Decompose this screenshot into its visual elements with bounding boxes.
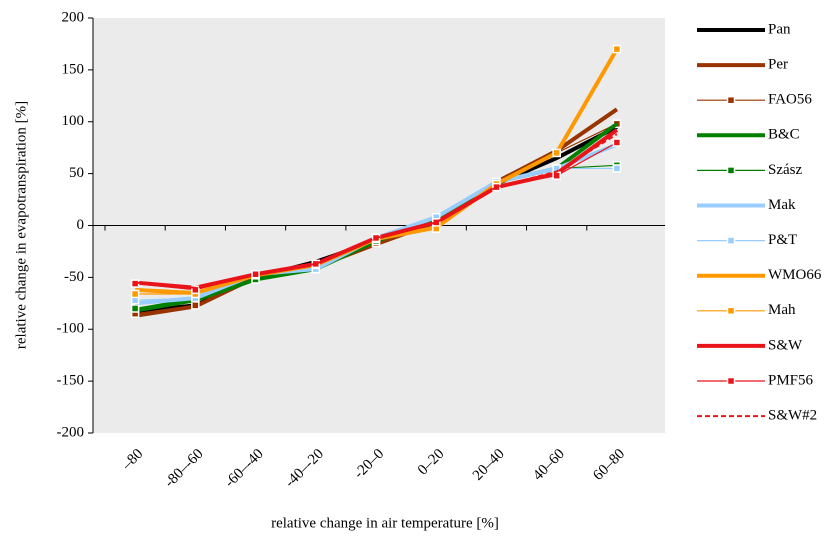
- marker: [612, 44, 622, 54]
- legend-label: PMF56: [768, 372, 814, 388]
- y-tick-label: -100: [57, 321, 85, 337]
- x-tick-label: –80: [118, 446, 146, 474]
- x-tick-label: -20–0: [351, 446, 387, 482]
- marker: [612, 164, 622, 173]
- x-tick-label: 40–60: [530, 446, 568, 484]
- y-tick-label: -150: [57, 373, 85, 389]
- legend-marker: [726, 306, 736, 316]
- x-tick-label: 20–40: [470, 446, 508, 484]
- legend-label: WMO66: [768, 267, 822, 283]
- legend-label: FAO56: [768, 92, 812, 108]
- legend-marker: [726, 236, 736, 245]
- y-tick-label: 200: [62, 9, 85, 25]
- legend-label: Pan: [768, 21, 791, 37]
- legend-label: Mah: [768, 302, 796, 318]
- legend-label: S&W: [768, 337, 803, 353]
- marker: [130, 304, 140, 313]
- series-line: [135, 133, 618, 289]
- legend-label: Mak: [768, 197, 796, 213]
- legend-label: P&T: [768, 232, 797, 248]
- x-tick-label: 0–20: [415, 446, 448, 479]
- marker: [191, 301, 200, 310]
- y-tick-label: -50: [64, 269, 84, 285]
- legend-label: Per: [768, 57, 788, 73]
- x-axis-label: relative change in air temperature [%]: [271, 515, 499, 531]
- legend-label: S&W#2: [768, 408, 817, 424]
- marker: [612, 138, 622, 147]
- y-tick-label: -200: [57, 424, 85, 440]
- marker: [552, 148, 561, 158]
- legend-label: B&C: [768, 127, 800, 143]
- x-tick-label: -40–-20: [282, 446, 327, 491]
- y-axis-label: relative change in evapotranspiration [%…: [13, 101, 29, 349]
- y-tick-label: 150: [62, 61, 85, 77]
- y-tick-label: 0: [77, 217, 85, 233]
- x-tick-label: 60–80: [590, 446, 628, 484]
- y-tick-label: 50: [69, 165, 84, 181]
- marker: [552, 171, 561, 180]
- legend-marker: [726, 166, 736, 175]
- y-tick-label: 100: [62, 113, 85, 129]
- x-tick-label: -60–-40: [222, 446, 267, 491]
- marker: [191, 285, 200, 295]
- marker: [130, 289, 140, 299]
- legend-marker: [726, 95, 736, 105]
- legend-label: Szász: [768, 162, 802, 178]
- x-tick-label: -80–-60: [162, 446, 207, 491]
- legend-marker: [726, 376, 736, 386]
